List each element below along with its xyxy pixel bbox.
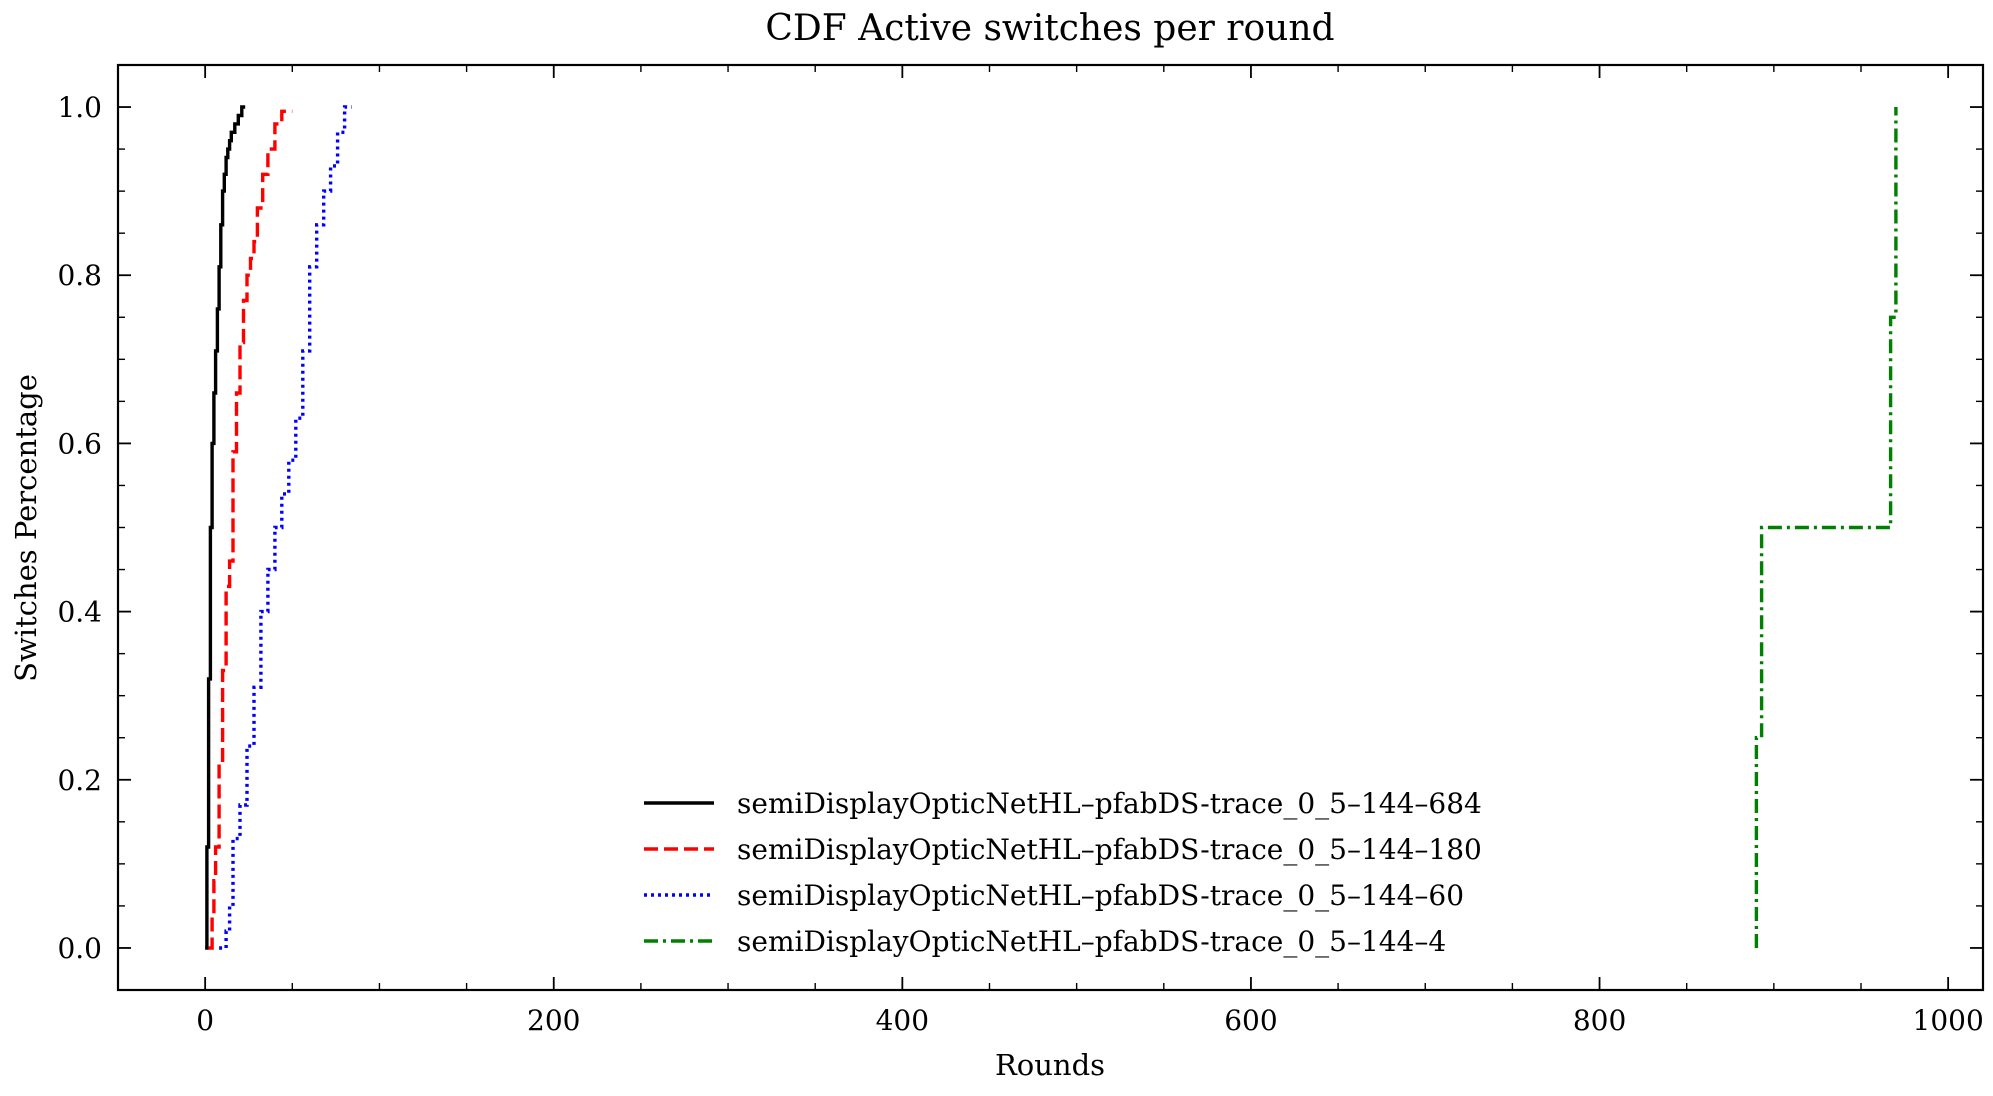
y-axis-label: Switches Percentage <box>9 374 43 682</box>
y-tick-label-5: 1.0 <box>57 91 102 124</box>
series-line-1 <box>205 105 246 950</box>
series-line-2 <box>208 109 293 950</box>
y-tick-label-1: 0.2 <box>57 764 102 797</box>
tick-labels: 0 200 400 600 800 1000 0.0 0.2 0.4 0.6 0.8 1.0 <box>57 91 1983 1037</box>
plot-series <box>205 105 1898 950</box>
x-axis-label: Rounds <box>995 1048 1105 1082</box>
legend-label-3: semiDisplayOpticNetHL–pfabDS-trace_0_5–1… <box>737 879 1464 912</box>
x-tick-label-1: 200 <box>527 1004 580 1037</box>
y-tick-label-4: 0.8 <box>57 259 102 292</box>
plot-frame <box>116 63 1985 992</box>
legend-label-2: semiDisplayOpticNetHL–pfabDS-trace_0_5–1… <box>737 833 1482 866</box>
x-tick-label-4: 800 <box>1573 1004 1626 1037</box>
series-line-3 <box>219 105 352 950</box>
chart-title: CDF Active switches per round <box>765 8 1334 49</box>
legend-label-1: semiDisplayOpticNetHL–pfabDS-trace_0_5–1… <box>737 787 1482 820</box>
x-tick-label-5: 1000 <box>1913 1004 1984 1037</box>
x-tick-label-3: 600 <box>1224 1004 1277 1037</box>
x-tick-label-0: 0 <box>196 1004 214 1037</box>
y-tick-label-3: 0.6 <box>57 427 102 460</box>
y-tick-label-2: 0.4 <box>57 596 102 629</box>
axis-ticks <box>117 64 1983 990</box>
y-tick-label-0: 0.0 <box>57 932 102 965</box>
series-line-4 <box>1754 107 1898 948</box>
legend-label-4: semiDisplayOpticNetHL–pfabDS-trace_0_5–1… <box>737 925 1446 958</box>
x-tick-label-2: 400 <box>876 1004 929 1037</box>
legend: semiDisplayOpticNetHL–pfabDS-trace_0_5–1… <box>644 787 1482 958</box>
